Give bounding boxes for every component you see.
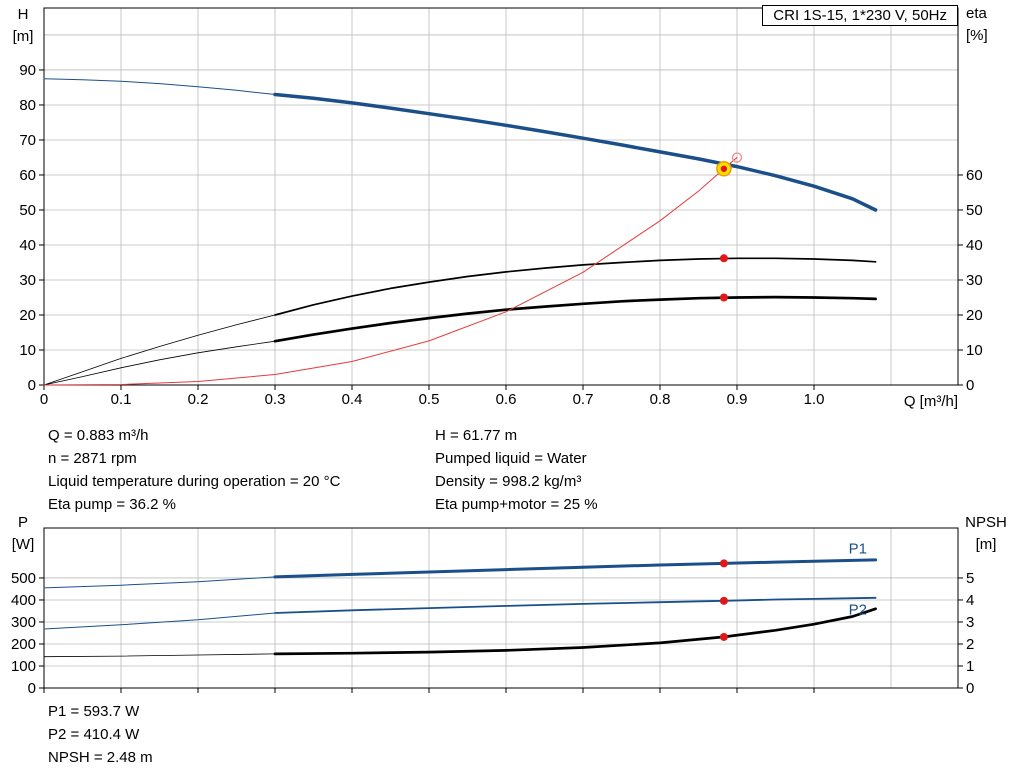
series-p2 xyxy=(274,596,877,614)
series-eta-pump xyxy=(274,257,877,316)
series-eta-total xyxy=(273,295,877,343)
duty-info-right-column: H = 61.77 m Pumped liquid = Water Densit… xyxy=(435,424,598,516)
tick-label-bottom: 0.8 xyxy=(650,391,671,408)
info-line-speed: n = 2871 rpm xyxy=(48,450,137,467)
tick-label-bottom: 0.4 xyxy=(342,391,363,408)
tick-label-left: 300 xyxy=(11,614,36,631)
npsh-axis-title-line1: NPSH xyxy=(965,514,1007,531)
info-line-eta-total: Eta pump+motor = 25 % xyxy=(435,496,598,513)
info-line-pumped-liquid: Pumped liquid = Water xyxy=(435,450,587,467)
info-line-eta-pump: Eta pump = 36.2 % xyxy=(48,496,176,513)
tick-label-right: 0 xyxy=(966,377,974,394)
info-line-density: Density = 998.2 kg/m³ xyxy=(435,473,582,490)
tick-label-left: 40 xyxy=(19,237,36,254)
series-p1 xyxy=(273,558,878,579)
tick-label-right: 0 xyxy=(966,680,974,697)
series-eta-pump-thin xyxy=(43,314,276,386)
tick-label-right: 50 xyxy=(966,202,983,219)
power-info-column: P1 = 593.7 W P2 = 410.4 W NPSH = 2.48 m xyxy=(48,700,153,769)
eta-axis-title-line2: [%] xyxy=(966,27,988,44)
tick-label-left: 60 xyxy=(19,167,36,184)
hq-eta-chart: 0 10 20 30 40 50 60 70 80 90 0 10 20 30 40 50 60 0 0.1 0.2 0… xyxy=(19,7,983,408)
h-axis-title-line2: [m] xyxy=(12,28,34,45)
info-line-p2: P2 = 410.4 W xyxy=(48,726,140,743)
pump-model-title: CRI 1S-15, 1*230 V, 50Hz xyxy=(762,5,958,26)
tick-label-left: 20 xyxy=(19,307,36,324)
annotation-P1: P1 xyxy=(849,541,867,558)
tick-label-right: 2 xyxy=(966,636,974,653)
tick-label-bottom: 0 xyxy=(40,391,48,408)
marker-p1-point xyxy=(719,559,728,568)
tick-label-bottom: 0.9 xyxy=(727,391,748,408)
power-npsh-chart: 0 100 200 300 400 500 0 1 2 3 4 5 P1 P2 xyxy=(11,527,974,697)
series-h-q-thin xyxy=(43,78,276,95)
tick-label-bottom: 0.3 xyxy=(265,391,286,408)
tick-label-left: 0 xyxy=(28,680,36,697)
marker-duty-point-inner xyxy=(720,165,728,172)
marker-p2-point xyxy=(719,596,728,605)
series-p1-thin xyxy=(43,576,276,589)
plot-border xyxy=(43,527,959,689)
tick-label-left: 500 xyxy=(11,570,36,587)
tick-label-bottom: 0.2 xyxy=(188,391,209,408)
info-line-q: Q = 0.883 m³/h xyxy=(48,427,149,444)
tick-label-right: 3 xyxy=(966,614,974,631)
info-line-npsh: NPSH = 2.48 m xyxy=(48,749,153,766)
series-npsh xyxy=(273,607,877,656)
eta-axis-title-line1: eta xyxy=(966,5,987,22)
tick-label-left: 100 xyxy=(11,658,36,675)
tick-label-right: 30 xyxy=(966,272,983,289)
tick-label-right: 40 xyxy=(966,237,983,254)
h-axis-title: H [m] xyxy=(4,4,42,48)
info-line-h: H = 61.77 m xyxy=(435,427,518,444)
info-line-liquid-temp: Liquid temperature during operation = 20… xyxy=(48,473,341,490)
tick-label-left: 200 xyxy=(11,636,36,653)
tick-label-left: 30 xyxy=(19,272,36,289)
tick-label-right: 60 xyxy=(966,167,983,184)
plot-border xyxy=(43,7,959,386)
tick-label-right: 1 xyxy=(966,658,974,675)
tick-label-bottom: 0.7 xyxy=(573,391,594,408)
series-p2-thin xyxy=(43,612,276,630)
tick-label-left: 90 xyxy=(19,62,36,79)
info-line-p1: P1 = 593.7 W xyxy=(48,703,140,720)
tick-label-left: 10 xyxy=(19,342,36,359)
tick-label-bottom: 1.0 xyxy=(804,391,825,408)
p-axis-title-line1: P xyxy=(17,514,28,531)
duty-info-left-column: Q = 0.883 m³/h n = 2871 rpm Liquid tempe… xyxy=(48,424,340,516)
eta-axis-title: eta [%] xyxy=(966,3,1016,47)
tick-label-left: 400 xyxy=(11,592,36,609)
h-axis-title-line1: H xyxy=(17,6,29,23)
tick-label-bottom: 0.1 xyxy=(111,391,132,408)
p-axis-title: P [W] xyxy=(4,512,42,556)
tick-label-left: 70 xyxy=(19,132,36,149)
npsh-axis-title-line2: [m] xyxy=(975,536,997,553)
tick-label-right: 10 xyxy=(966,342,983,359)
tick-label-left: 50 xyxy=(19,202,36,219)
marker-eta-pump-point xyxy=(719,254,728,263)
tick-label-bottom: 0.6 xyxy=(496,391,517,408)
tick-label-bottom: 0.5 xyxy=(419,391,440,408)
series-eta-total-thin xyxy=(43,340,276,386)
npsh-axis-title: NPSH [m] xyxy=(958,512,1014,556)
series-npsh-thin xyxy=(43,653,276,658)
marker-rated-point xyxy=(731,152,743,163)
q-axis-title: Q [m³/h] xyxy=(903,393,958,410)
series-h-q xyxy=(273,92,878,212)
tick-label-right: 4 xyxy=(966,592,974,609)
series-system-curve xyxy=(43,157,738,386)
tick-label-left: 80 xyxy=(19,97,36,114)
marker-eta-total-point xyxy=(719,293,728,302)
p-axis-title-line2: [W] xyxy=(11,536,35,553)
tick-label-left: 0 xyxy=(28,377,36,394)
tick-label-right: 20 xyxy=(966,307,983,324)
marker-npsh-point xyxy=(719,632,728,641)
tick-label-right: 5 xyxy=(966,570,974,587)
annotation-P2: P2 xyxy=(849,601,867,618)
